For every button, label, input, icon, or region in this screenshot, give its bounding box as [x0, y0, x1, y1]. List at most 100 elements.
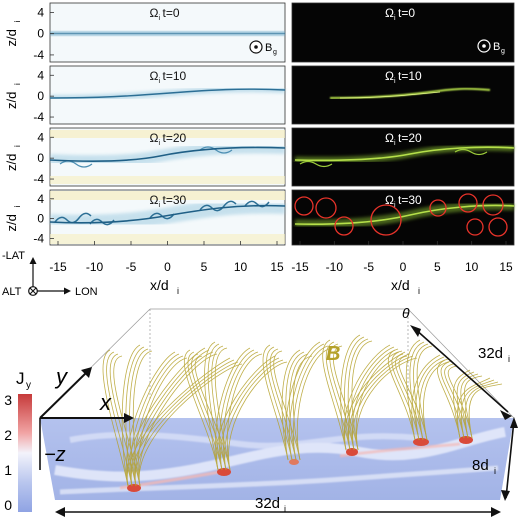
- field-line: [224, 359, 284, 471]
- field-line: [444, 363, 469, 439]
- time-omega: Ω: [385, 6, 394, 20]
- y-tick-label: -4: [33, 110, 44, 124]
- x-label-right: x/d: [391, 277, 410, 293]
- field-line: [220, 357, 280, 471]
- colorbar-ticks: 3 2 1 0: [4, 392, 12, 513]
- x-label-left: x/d: [150, 277, 169, 293]
- y-tick-label: 0: [37, 212, 44, 226]
- field-line: [214, 347, 231, 471]
- field-line: [344, 351, 406, 451]
- y-axes: 4 0 -4 z/d i 4 0 -4 z/d i 4 0 -4 z/d i 4 0 -4 z/d i: [4, 5, 54, 245]
- field-line: [106, 351, 133, 487]
- y-axis-label: z/d i: [4, 145, 22, 171]
- time-value: t=0: [163, 6, 180, 20]
- bg-label-left: B: [265, 42, 272, 54]
- y-axis-label-sub: i: [13, 83, 22, 85]
- x-tick-label-left: 0: [164, 260, 171, 274]
- field-line: [226, 353, 263, 471]
- field-line: [340, 334, 361, 451]
- field-line: [134, 361, 239, 487]
- time-omega: Ω: [385, 131, 394, 145]
- field-line: [281, 349, 301, 461]
- field-line: [409, 341, 425, 441]
- y-tick-label: 4: [37, 130, 44, 144]
- axis-z-label: −z: [44, 444, 66, 466]
- field-line: [183, 349, 219, 471]
- field-line: [289, 343, 325, 461]
- field-line: [415, 356, 445, 441]
- axes-triad: y x −z: [39, 364, 134, 470]
- orient-right-label: LON: [75, 286, 98, 298]
- field-line: [216, 355, 276, 471]
- colorbar-gradient: [18, 394, 32, 512]
- field-line: [222, 351, 259, 471]
- dimension-arrowheads: [55, 325, 518, 517]
- y-axis-label-main: z/d: [4, 214, 19, 231]
- y-axis-label: z/d i: [4, 83, 22, 109]
- left-panel-3: [49, 189, 286, 246]
- field-line: [413, 343, 429, 441]
- axis-y-label: y: [54, 364, 69, 389]
- field-line: [219, 349, 255, 471]
- field-line: [411, 354, 441, 441]
- time-omega-sub: i: [159, 140, 161, 147]
- time-omega: Ω: [150, 6, 159, 20]
- field-line: [138, 353, 218, 487]
- field-line: [269, 348, 297, 461]
- dim-bottom-label: 32d: [255, 495, 280, 512]
- field-line: [391, 351, 420, 441]
- field-line: [121, 344, 141, 487]
- field-line: [215, 347, 251, 471]
- field-line: [285, 341, 321, 461]
- field-line: [332, 345, 359, 451]
- time-value: t=10: [163, 69, 187, 83]
- field-line: [464, 381, 499, 439]
- y-axis-label: z/d i: [4, 206, 22, 232]
- time-omega: Ω: [150, 131, 159, 145]
- y-tick-label: 0: [37, 89, 44, 103]
- field-line: [134, 351, 214, 487]
- field-line: [464, 375, 483, 439]
- x-tick-label-left: 15: [270, 260, 284, 274]
- x-tick-label-right: 15: [499, 260, 513, 274]
- theta-label: θ: [402, 305, 410, 321]
- field-line: [329, 343, 355, 451]
- y-axis-label-sub: i: [13, 206, 22, 208]
- field-line: [460, 373, 479, 439]
- y-axis-label: z/d i: [4, 21, 22, 47]
- field-line: [109, 353, 137, 487]
- left-panel-1: [49, 65, 286, 125]
- field-line: [266, 346, 293, 461]
- field-line: [126, 351, 176, 487]
- field-line: [437, 359, 461, 439]
- time-omega: Ω: [385, 69, 394, 83]
- field-line: [228, 361, 288, 471]
- dim-side-label: 8d: [472, 457, 489, 474]
- field-line: [211, 345, 227, 471]
- field-line: [387, 349, 416, 441]
- time-value: t=30: [163, 193, 187, 207]
- time-omega-sub: i: [159, 202, 161, 209]
- y-tick-label: -4: [33, 48, 44, 62]
- colorbar: J y 3 2 1 0: [4, 369, 32, 513]
- field-line: [204, 341, 219, 471]
- plasmoid-circles: [294, 193, 508, 237]
- x-label-left-sub: i: [177, 286, 179, 296]
- field-line: [126, 357, 231, 487]
- y-axis-label-main: z/d: [4, 92, 19, 109]
- colorbar-title-sub: y: [26, 380, 31, 391]
- x-tick-label-left: -15: [49, 260, 67, 274]
- bg-sub-right: g: [501, 48, 505, 55]
- right-panel-2: [291, 127, 515, 187]
- colorbar-tick-label: 3: [4, 392, 12, 408]
- field-line: [194, 355, 231, 471]
- field-line: [395, 353, 424, 441]
- time-value: t=10: [398, 69, 422, 83]
- time-value: t=20: [163, 131, 187, 145]
- x-tick-label-right: -15: [291, 260, 309, 274]
